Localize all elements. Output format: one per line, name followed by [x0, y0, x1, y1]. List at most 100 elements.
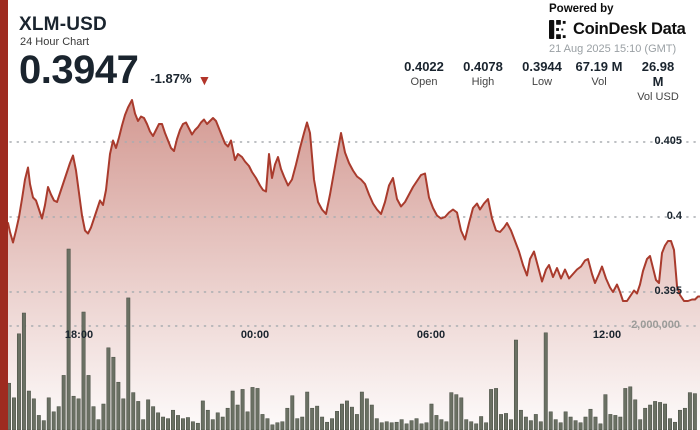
y-axis-label-price: 0.395 — [654, 285, 682, 297]
volume-bar — [469, 421, 474, 430]
volume-bar — [399, 419, 404, 430]
volume-bar — [692, 393, 697, 430]
volume-bar — [543, 332, 548, 430]
volume-bar — [190, 421, 195, 430]
volume-bar — [429, 403, 434, 430]
volume-bar — [305, 391, 310, 430]
volume-bar — [682, 407, 687, 430]
volume-bar — [598, 423, 603, 430]
volume-bar — [479, 416, 484, 430]
volume-bar — [404, 423, 409, 430]
volume-bar — [374, 418, 379, 430]
volume-bar — [250, 387, 255, 430]
volume-bar — [553, 419, 558, 430]
stat-vol: 67.19 M Vol — [576, 59, 623, 88]
volume-bar — [205, 409, 210, 430]
volume-bar — [320, 416, 325, 430]
x-axis-label: 12:00 — [592, 329, 622, 341]
volume-bar — [613, 415, 618, 430]
volume-bar — [354, 414, 359, 430]
stat-high-value: 0.4078 — [463, 59, 503, 74]
volume-bar — [176, 415, 180, 430]
volume-bar — [658, 402, 663, 430]
coindesk-logo-icon — [549, 20, 568, 39]
volume-bar — [444, 421, 449, 430]
volume-bar — [41, 420, 46, 430]
x-axis-label: 06:00 — [416, 329, 446, 341]
volume-bar — [335, 411, 339, 430]
volume-bar — [558, 422, 563, 430]
volume-bar — [235, 404, 240, 430]
stat-vol-value: 67.19 M — [575, 59, 623, 74]
powered-by-label: Powered by — [549, 3, 614, 15]
volume-bar — [26, 390, 31, 430]
volume-bar — [389, 422, 394, 430]
stat-vol-usd: 26.98 M Vol USD — [637, 59, 679, 103]
volume-bar — [31, 398, 36, 430]
volume-bar — [454, 394, 459, 430]
volume-bar — [290, 395, 295, 430]
volume-bar — [673, 421, 677, 430]
chart-timestamp: 21 Aug 2025 15:10 (GMT) — [549, 43, 677, 55]
volume-bar — [414, 418, 419, 430]
volume-bar — [185, 417, 190, 430]
volume-bar — [51, 411, 56, 430]
volume-bar — [663, 403, 667, 430]
volume-bar — [101, 403, 106, 430]
volume-bar — [518, 409, 523, 430]
volume-bar — [528, 420, 533, 430]
stat-high-label: High — [471, 76, 495, 88]
volume-bar — [245, 411, 250, 430]
volume-bar — [171, 409, 175, 430]
volume-bar — [166, 418, 170, 430]
volume-bar — [648, 404, 653, 430]
y-axis-label-volume: 2,000,000 — [631, 319, 680, 331]
stat-open-value: 0.4022 — [404, 59, 444, 74]
volume-bar — [310, 407, 315, 430]
volume-bar — [384, 421, 389, 430]
volume-bar — [200, 400, 205, 430]
volume-bar — [141, 419, 146, 430]
stat-high: 0.4078 High — [463, 59, 503, 88]
price-change-percent: -1.87% — [150, 71, 192, 86]
volume-bar — [489, 389, 494, 430]
volume-bar — [628, 386, 633, 430]
volume-bar — [46, 397, 51, 430]
volume-bar — [330, 418, 335, 430]
volume-bar — [66, 248, 71, 430]
volume-bar — [260, 414, 265, 430]
volume-bar — [434, 415, 439, 430]
volume-bar — [151, 406, 156, 430]
volume-bar — [300, 416, 305, 430]
volume-bar — [548, 411, 553, 430]
volume-bar — [449, 392, 454, 430]
volume-bar — [533, 414, 538, 430]
volume-bar — [195, 422, 200, 430]
volume-bar — [364, 398, 369, 430]
volume-bar — [295, 418, 300, 430]
triangle-down-icon: ▼ — [197, 72, 212, 88]
volume-bar — [464, 419, 469, 430]
price-row: 0.3947 -1.87% ▼ — [19, 50, 211, 90]
volume-bar — [494, 388, 499, 430]
volume-bar — [225, 407, 230, 430]
volume-bar — [424, 422, 429, 430]
volume-bar — [275, 422, 280, 430]
volume-bar — [181, 418, 185, 430]
volume-bar — [86, 375, 91, 430]
volume-bar — [56, 406, 61, 430]
coindesk-brand-text: CoinDesk Data — [573, 20, 686, 38]
volume-bar — [81, 311, 86, 430]
coindesk-data-link[interactable]: CoinDesk Data — [549, 20, 686, 39]
volume-bar — [459, 397, 464, 430]
y-axis-label-price: 0.405 — [654, 135, 682, 147]
volume-bar — [265, 418, 270, 430]
stat-vol-usd-label: Vol USD — [637, 91, 679, 103]
volume-bar — [583, 416, 588, 430]
stat-open-label: Open — [410, 76, 438, 88]
volume-bar — [409, 420, 414, 430]
volume-bar — [563, 411, 568, 430]
volume-bar — [280, 421, 285, 430]
page-title: XLM-USD — [19, 14, 107, 35]
volume-bar — [394, 421, 399, 430]
